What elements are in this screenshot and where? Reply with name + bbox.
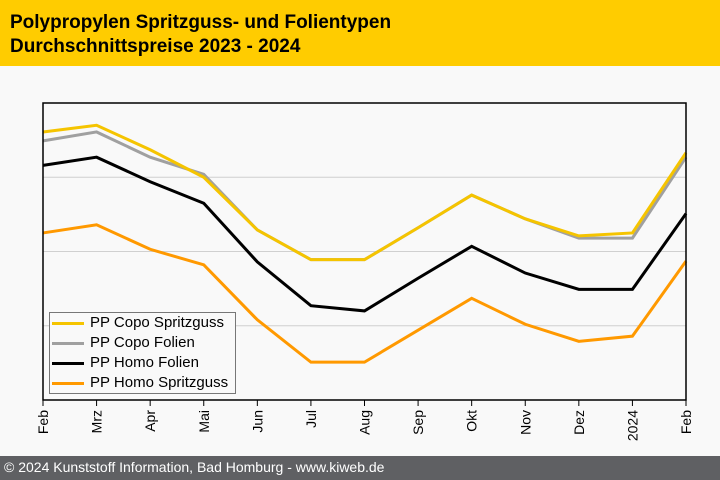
x-tick-label: Jun [249, 410, 265, 433]
legend-item-copo-spritzguss: PP Copo Spritzguss [52, 313, 234, 333]
x-tick-label: Mai [196, 410, 212, 433]
series-line-pp-homo-spritzguss [42, 223, 688, 364]
x-axis: Feb Mrz Apr Mai Jun Jul Aug Sep Okt Nov Dez 2024 Feb [35, 400, 694, 441]
legend: PP Copo Spritzguss PP Copo Folien PP Hom… [49, 312, 236, 394]
legend-item-homo-folien: PP Homo Folien [52, 353, 234, 373]
x-tick-label: Aug [357, 410, 373, 435]
title-line-1: Polypropylen Spritzguss- und Folientypen [10, 12, 392, 33]
chart-title: Polypropylen Spritzguss- und Folientypen… [10, 11, 391, 59]
x-tick-label: Mrz [89, 410, 105, 433]
x-tick-label: Dez [571, 410, 587, 435]
legend-label: PP Homo Spritzguss [90, 374, 229, 391]
x-tick-label: Feb [678, 410, 694, 434]
series-line-pp-copo-spritzguss [42, 123, 688, 262]
legend-label: PP Homo Folien [90, 354, 199, 371]
series-line-pp-copo-folien [42, 130, 688, 262]
x-tick-label: Feb [35, 410, 51, 434]
series-line-pp-homo-folien [42, 155, 688, 313]
x-tick-label: Nov [517, 410, 533, 435]
legend-swatch [52, 382, 84, 385]
legend-swatch [52, 362, 84, 365]
legend-swatch [52, 342, 84, 345]
gridlines [43, 176, 686, 327]
x-tick-label: Okt [464, 410, 480, 432]
line-chart: Feb Mrz Apr Mai Jun Jul Aug Sep Okt Nov Dez 2024 Feb [35, 102, 694, 441]
x-tick-label: Sep [410, 410, 426, 435]
header-banner: Polypropylen Spritzguss- und Folientypen… [0, 0, 720, 66]
legend-item-copo-folien: PP Copo Folien [52, 333, 234, 353]
legend-item-homo-spritzguss: PP Homo Spritzguss [52, 373, 234, 393]
legend-label: PP Copo Spritzguss [90, 314, 224, 331]
title-line-2: Durchschnittspreise 2023 - 2024 [10, 36, 301, 57]
x-tick-label: Jul [303, 410, 319, 428]
legend-swatch [52, 322, 84, 325]
legend-label: PP Copo Folien [90, 334, 195, 351]
copyright-text: © 2024 Kunststoff Information, Bad Hombu… [4, 459, 385, 475]
x-tick-label: 2024 [624, 410, 640, 441]
footer: © 2024 Kunststoff Information, Bad Hombu… [0, 456, 720, 480]
x-tick-label: Apr [142, 410, 158, 432]
series-lines [42, 123, 688, 364]
